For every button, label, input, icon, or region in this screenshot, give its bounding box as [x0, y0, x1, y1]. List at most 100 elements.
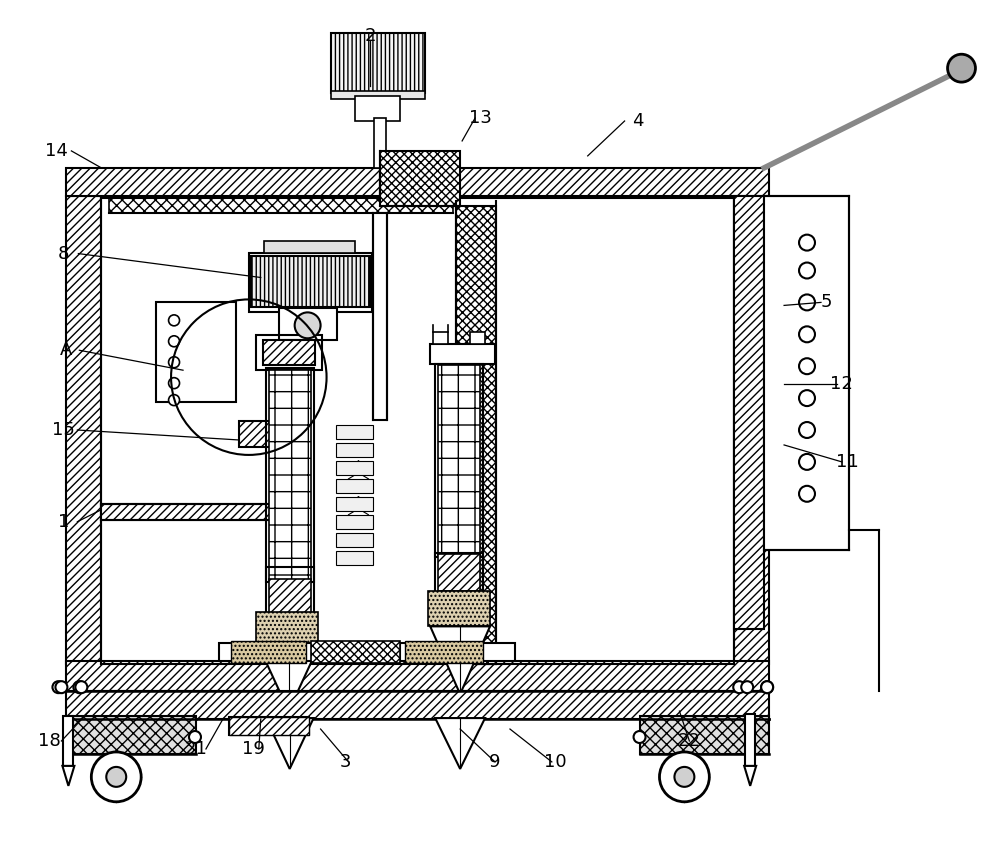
Circle shape [189, 731, 201, 743]
Bar [734, 196, 764, 630]
Circle shape [91, 752, 141, 802]
Bar [373, 212, 387, 420]
Bar [764, 196, 849, 550]
Bar [279, 309, 337, 341]
Bar [640, 716, 769, 754]
Bar [331, 34, 425, 93]
Text: 13: 13 [469, 109, 492, 127]
Bar [331, 91, 425, 99]
Circle shape [799, 235, 815, 250]
Bar [470, 332, 485, 344]
Bar [435, 553, 483, 594]
Bar [734, 196, 769, 664]
Circle shape [73, 681, 85, 693]
Bar [455, 168, 769, 196]
Bar [336, 515, 373, 529]
Text: A: A [60, 341, 73, 359]
Text: 9: 9 [489, 752, 501, 771]
Circle shape [169, 315, 180, 326]
Bar [435, 365, 483, 556]
Bar [438, 366, 480, 555]
Circle shape [674, 767, 694, 787]
Bar [336, 425, 373, 439]
Bar [63, 716, 73, 766]
Circle shape [55, 681, 67, 693]
Circle shape [799, 262, 815, 279]
Text: 4: 4 [632, 112, 643, 130]
Bar [66, 196, 101, 664]
Text: 3: 3 [340, 752, 351, 771]
Bar [374, 118, 386, 168]
Bar [745, 714, 755, 766]
Polygon shape [266, 718, 314, 769]
Bar [66, 716, 196, 754]
Circle shape [741, 681, 753, 693]
Text: 11: 11 [836, 453, 858, 471]
Circle shape [799, 294, 815, 310]
Bar [101, 504, 301, 519]
Bar [336, 497, 373, 511]
Bar [66, 168, 380, 196]
Bar [336, 550, 373, 564]
Text: 15: 15 [52, 421, 75, 439]
Bar [66, 661, 769, 691]
Bar [156, 303, 236, 402]
Circle shape [75, 681, 87, 693]
Bar [336, 532, 373, 547]
Text: 8: 8 [58, 244, 69, 262]
Bar [249, 253, 372, 312]
Bar [229, 717, 309, 735]
Bar [229, 717, 309, 735]
Circle shape [799, 326, 815, 342]
Polygon shape [435, 718, 485, 769]
Circle shape [799, 390, 815, 406]
Text: 10: 10 [544, 752, 566, 771]
Bar [428, 592, 490, 626]
Polygon shape [744, 766, 756, 786]
Bar [336, 443, 373, 457]
Bar [109, 198, 453, 212]
Bar [101, 206, 734, 664]
Bar [251, 255, 370, 307]
Bar [266, 368, 314, 581]
Circle shape [733, 681, 745, 693]
Circle shape [169, 357, 180, 368]
Bar [66, 691, 769, 719]
Text: 14: 14 [45, 142, 68, 160]
Polygon shape [430, 626, 490, 694]
Circle shape [52, 681, 64, 693]
Circle shape [634, 731, 646, 743]
Bar [269, 579, 311, 614]
Bar [311, 642, 400, 663]
Circle shape [799, 454, 815, 470]
Circle shape [169, 378, 180, 389]
Text: 18: 18 [38, 732, 61, 750]
Bar [266, 567, 314, 617]
Bar [231, 642, 306, 663]
Bar [239, 421, 299, 447]
Circle shape [799, 486, 815, 501]
Circle shape [659, 752, 709, 802]
Bar [400, 643, 515, 661]
Circle shape [761, 681, 773, 693]
Bar [336, 479, 373, 493]
Text: 22: 22 [678, 732, 701, 750]
Text: 1: 1 [58, 513, 69, 531]
Bar [256, 335, 322, 370]
Text: 12: 12 [830, 375, 853, 393]
Bar [219, 643, 319, 661]
Bar [336, 461, 373, 475]
Circle shape [295, 312, 321, 338]
Circle shape [169, 335, 180, 347]
Text: 19: 19 [242, 740, 265, 758]
Bar [372, 643, 390, 661]
Bar [263, 341, 315, 366]
Polygon shape [259, 647, 319, 711]
Bar [430, 344, 495, 365]
Bar [269, 370, 311, 580]
Bar [264, 241, 355, 253]
Bar [438, 554, 480, 592]
Bar [380, 150, 460, 206]
Bar [405, 642, 483, 663]
Circle shape [169, 395, 180, 406]
